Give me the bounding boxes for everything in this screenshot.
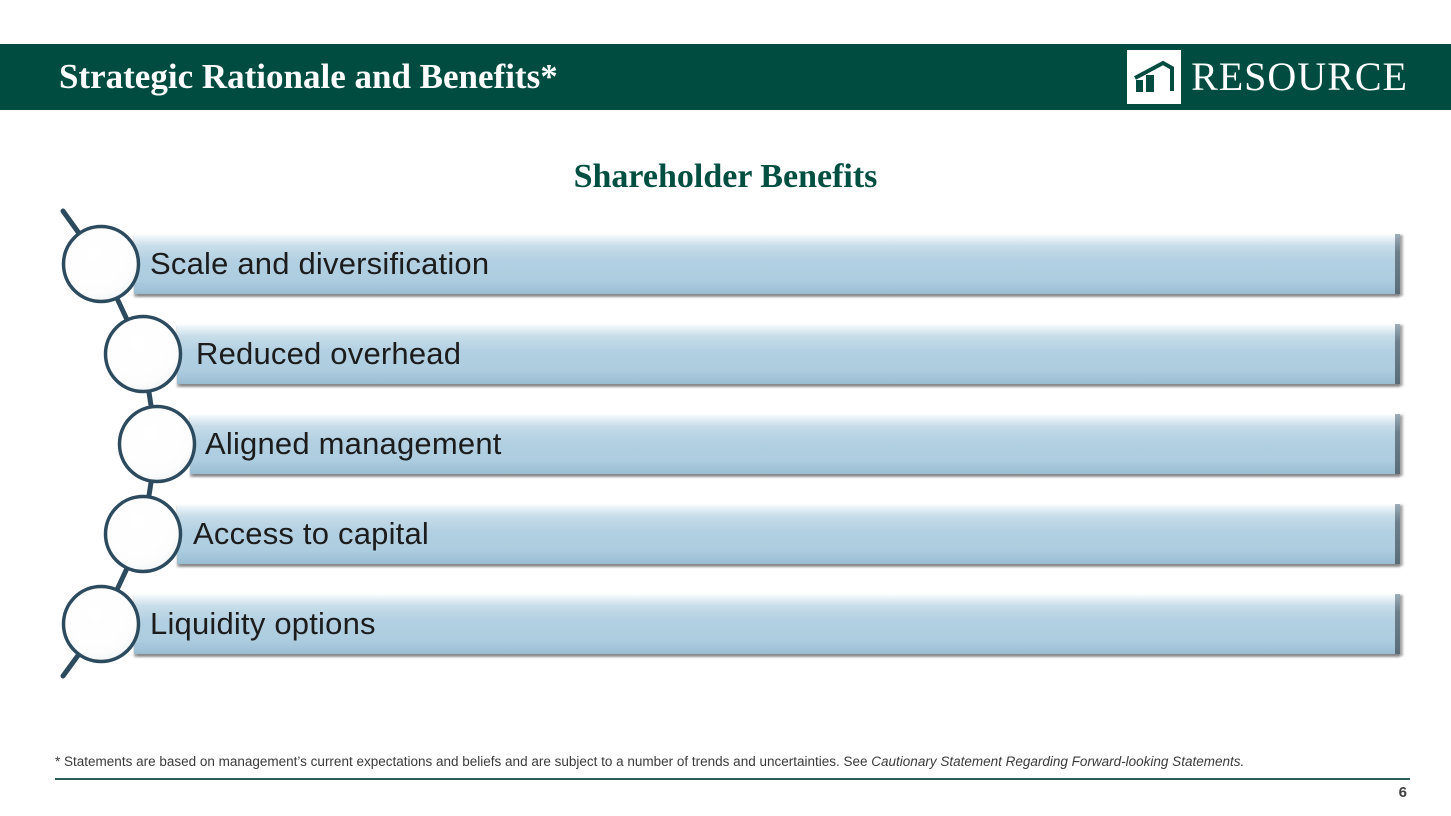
footnote: * Statements are based on management’s c… xyxy=(55,754,1355,769)
footnote-italic-reference: Cautionary Statement Regarding Forward-l… xyxy=(871,754,1245,769)
benefit-label: Aligned management xyxy=(205,426,502,461)
benefit-label: Scale and diversification xyxy=(150,246,490,281)
footer-separator-line xyxy=(55,778,1410,780)
node-circle xyxy=(61,584,141,664)
benefit-label: Access to capital xyxy=(193,516,430,551)
benefit-bar: Aligned management xyxy=(190,413,1400,474)
footnote-text: Statements are based on management’s cur… xyxy=(64,754,872,769)
benefit-label: Reduced overhead xyxy=(196,336,462,371)
logo-wordmark: RESOURCE xyxy=(1191,54,1408,99)
company-logo: RESOURCE xyxy=(1127,50,1408,104)
section-heading: Shareholder Benefits xyxy=(573,158,878,195)
benefit-bar: Reduced overhead xyxy=(177,323,1400,384)
node-circle xyxy=(103,314,183,394)
page-number: 6 xyxy=(1398,784,1407,801)
header-bar: Strategic Rationale and Benefits* RESOUR… xyxy=(0,44,1451,110)
node-circle xyxy=(61,224,141,304)
slide-title: Strategic Rationale and Benefits* xyxy=(59,57,558,96)
benefit-bar: Scale and diversification xyxy=(134,233,1400,294)
benefit-label: Liquidity options xyxy=(150,606,376,641)
node-circle xyxy=(103,494,183,574)
bar-chart-buildings-icon xyxy=(1127,50,1182,104)
benefit-bar: Liquidity options xyxy=(134,593,1400,654)
footnote-marker: * xyxy=(55,754,61,769)
benefit-bar: Access to capital xyxy=(177,503,1400,564)
node-circle xyxy=(117,404,197,484)
